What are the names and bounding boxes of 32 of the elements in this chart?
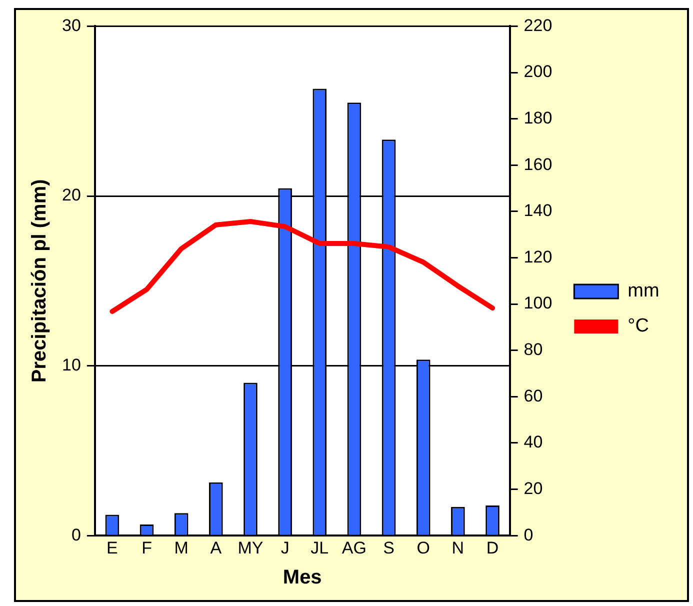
y2-tick-label: 80 [524, 340, 543, 360]
x-tick-label: M [174, 538, 188, 558]
y2-tick-label: 120 [524, 247, 552, 266]
x-tick-label: N [452, 538, 464, 558]
y-tick-label: 30 [62, 16, 81, 35]
x-tick-label: J [280, 538, 290, 558]
y2-tick-label: 200 [524, 62, 552, 82]
y-tick-label: 20 [62, 186, 81, 205]
x-tick-label: JL [310, 538, 329, 558]
x-tick-label: AG [342, 538, 366, 558]
legend-label: mm [628, 280, 660, 302]
y2-tick-label: 180 [524, 108, 552, 128]
x-tick-label: O [416, 538, 430, 558]
y2-tick-label: 140 [524, 201, 552, 220]
x-tick-label: S [383, 538, 394, 558]
y2-tick-label: 220 [524, 16, 552, 35]
y2-tick-label: 60 [524, 386, 543, 406]
y2-tick-label: 40 [524, 432, 543, 452]
y2-tick-label: 100 [524, 294, 552, 313]
y2-tick-label: 20 [524, 478, 543, 498]
x-tick-label: MY [238, 538, 264, 558]
legend-label: °C [628, 316, 649, 337]
y-tick-label: 0 [71, 525, 81, 544]
x-tick-label: A [210, 538, 222, 558]
y-tick-label: 10 [62, 355, 81, 374]
x-tick-label: F [142, 538, 152, 558]
x-axis-title: Mes [282, 566, 322, 589]
y2-tick-label: 0 [524, 525, 534, 544]
x-tick-label: D [486, 538, 499, 558]
y-axis-title: Precipitación pl (mm) [28, 179, 51, 383]
y2-tick-label: 160 [524, 154, 552, 174]
x-tick-label: E [106, 538, 118, 558]
